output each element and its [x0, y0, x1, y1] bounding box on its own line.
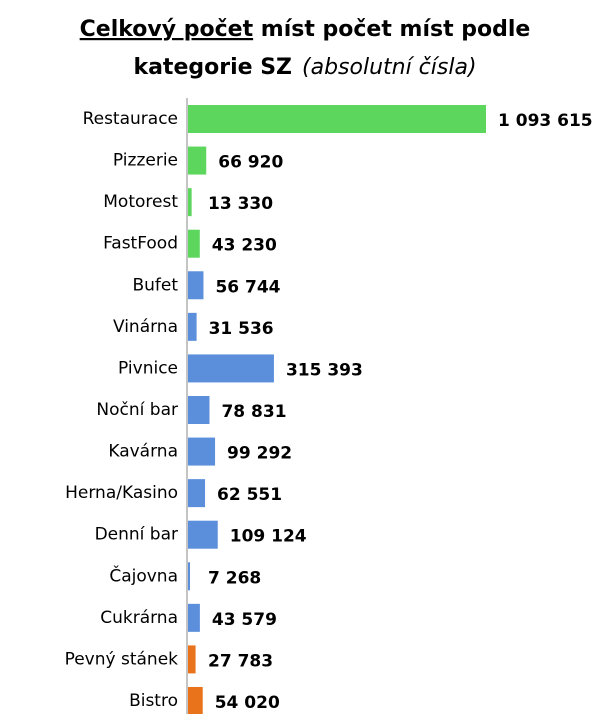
- bar: [188, 312, 197, 341]
- y-tick-label: Čajovna: [109, 564, 178, 586]
- data-label: 43 579: [212, 610, 277, 630]
- data-label: 54 020: [215, 693, 280, 713]
- data-label: 109 124: [230, 527, 307, 547]
- y-tick-label: Motorest: [103, 192, 178, 212]
- data-label: 27 783: [208, 651, 273, 671]
- data-label: 13 330: [208, 194, 273, 214]
- title-underlined: Celkový počet: [80, 17, 254, 42]
- bar: [188, 562, 190, 591]
- bar: [188, 603, 200, 632]
- bar: [188, 437, 216, 466]
- y-tick-label: Pivnice: [118, 358, 178, 378]
- data-label: 315 393: [286, 360, 363, 380]
- data-label: 7 268: [208, 568, 261, 588]
- bar: [188, 479, 206, 508]
- y-tick-label: FastFood: [103, 234, 178, 254]
- bar: [188, 354, 274, 383]
- title-line2: kategorie SZ: [133, 55, 292, 80]
- data-label: 1 093 615: [498, 111, 593, 131]
- bar: [188, 271, 204, 300]
- chart-title-line2: kategorie SZ (absolutní čísla): [133, 55, 476, 80]
- y-tick-label: Kavárna: [108, 442, 178, 462]
- data-label: 78 831: [221, 402, 286, 422]
- bar: [188, 146, 207, 175]
- chart-title: Celkový počet míst počet míst podle: [80, 17, 531, 42]
- y-tick-label: Pizzerie: [113, 151, 178, 171]
- y-tick-label: Denní bar: [95, 525, 178, 545]
- data-label: 66 920: [218, 153, 283, 173]
- data-label: 43 230: [212, 236, 277, 256]
- data-label: 99 292: [227, 444, 292, 464]
- data-label: 56 744: [215, 277, 280, 297]
- bar: [188, 188, 192, 217]
- bar: [188, 105, 486, 133]
- y-tick-label: Cukrárna: [100, 608, 178, 628]
- data-label: 31 536: [209, 319, 274, 339]
- bar: [188, 229, 200, 258]
- bar: [188, 645, 196, 674]
- y-tick-label: Bufet: [132, 275, 178, 295]
- y-tick-label: Bistro: [129, 691, 178, 711]
- data-label: 62 551: [217, 485, 282, 505]
- title-rest: míst počet míst podle: [261, 17, 531, 42]
- y-tick-label: Noční bar: [96, 400, 178, 420]
- bar: [188, 686, 203, 714]
- y-tick-label: Vinárna: [113, 317, 178, 337]
- bar: [188, 520, 218, 549]
- y-tick-label: Restaurace: [83, 109, 178, 129]
- title-space: [253, 17, 261, 42]
- y-tick-label: Herna/Kasino: [65, 483, 178, 503]
- bar: [188, 395, 210, 424]
- y-tick-label: Pevný stánek: [65, 649, 179, 669]
- chart-subtitle: (absolutní čísla): [302, 55, 477, 80]
